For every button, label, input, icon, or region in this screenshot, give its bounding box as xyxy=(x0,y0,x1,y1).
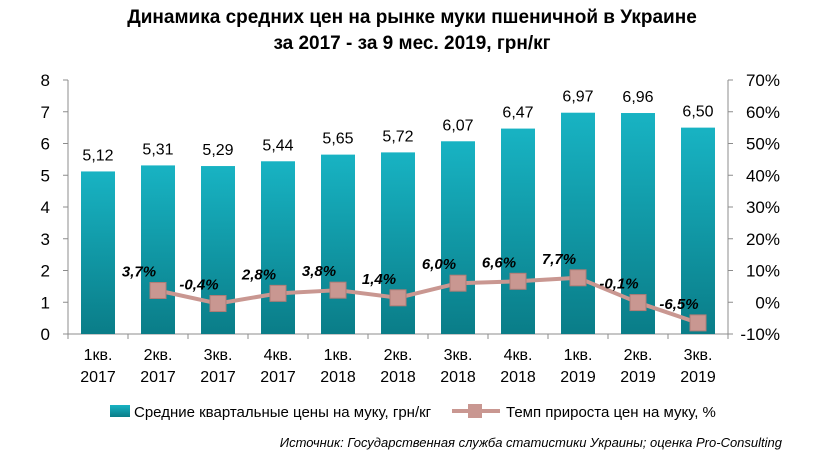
growth-rate-marker xyxy=(389,289,407,307)
left-axis-tick-label: 0 xyxy=(41,325,50,344)
x-axis-category-label: 2кв. xyxy=(624,347,653,364)
x-axis-category-label: 1кв. xyxy=(324,347,353,364)
right-axis-tick-label: 40% xyxy=(746,166,780,185)
growth-rate-data-label: 6,6% xyxy=(482,254,516,271)
right-axis-tick-label: 0% xyxy=(755,293,780,312)
price-bar-value-label: 5,65 xyxy=(322,131,353,148)
growth-rate-data-label: -0,4% xyxy=(179,277,218,294)
right-axis-tick-label: 10% xyxy=(746,262,780,281)
price-bar xyxy=(321,154,355,334)
right-axis-tick-label: 50% xyxy=(746,135,780,154)
legend-bar-swatch xyxy=(110,405,130,417)
growth-rate-data-label: -6,5% xyxy=(659,296,698,313)
price-bar xyxy=(441,141,475,334)
chart-title-line-1: Динамика средних цен на рынке муки пшени… xyxy=(127,7,697,28)
left-axis-tick-label: 2 xyxy=(41,262,50,281)
x-axis-category-year: 2018 xyxy=(320,369,356,386)
growth-rate-marker xyxy=(629,294,647,312)
growth-rate-data-label: 7,7% xyxy=(542,251,576,268)
x-axis-category-year: 2019 xyxy=(680,369,716,386)
price-bar-value-label: 6,97 xyxy=(562,89,593,106)
right-axis-tick-label: 60% xyxy=(746,103,780,122)
price-bar-value-label: 5,44 xyxy=(262,137,293,154)
left-axis-tick-label: 6 xyxy=(41,135,50,154)
x-axis-category-year: 2019 xyxy=(620,369,656,386)
growth-rate-data-label: 3,8% xyxy=(302,263,336,280)
legend-line-marker xyxy=(468,404,482,418)
x-axis-category-label: 2кв. xyxy=(144,347,173,364)
x-axis-category-label: 4кв. xyxy=(504,347,533,364)
price-bar-value-label: 5,72 xyxy=(382,128,413,145)
left-axis-tick-label: 8 xyxy=(41,71,50,90)
x-axis-category-label: 4кв. xyxy=(264,347,293,364)
x-axis-category-year: 2018 xyxy=(500,369,536,386)
price-bar xyxy=(561,112,595,334)
price-bar xyxy=(681,127,715,334)
left-axis-tick-label: 7 xyxy=(41,103,50,122)
source-note: Источник: Государственная служба статист… xyxy=(279,435,782,450)
growth-rate-marker xyxy=(329,281,347,299)
x-axis-category-year: 2018 xyxy=(440,369,476,386)
growth-rate-marker xyxy=(509,272,527,290)
growth-rate-line xyxy=(157,275,699,325)
growth-rate-data-label: 1,4% xyxy=(362,271,396,288)
legend-bar-label: Средние квартальные цены на муку, грн/кг xyxy=(134,404,432,421)
left-axis-tick-label: 4 xyxy=(41,198,50,217)
x-axis-category-label: 1кв. xyxy=(564,347,593,364)
x-axis-category-label: 3кв. xyxy=(204,347,233,364)
price-bar-value-label: 6,96 xyxy=(622,89,653,106)
price-bar xyxy=(261,161,295,334)
left-axis-tick-label: 3 xyxy=(41,230,50,249)
growth-rate-marker xyxy=(569,269,587,287)
price-bar-value-label: 6,50 xyxy=(682,104,713,121)
x-axis-category-year: 2017 xyxy=(140,369,176,386)
growth-rate-marker xyxy=(689,314,707,332)
growth-rate-data-label: 2,8% xyxy=(241,266,276,283)
growth-rate-marker xyxy=(449,274,467,292)
right-axis-tick-label: 30% xyxy=(746,198,780,217)
x-axis-category-label: 1кв. xyxy=(84,347,113,364)
legend-line-label: Темп прироста цен на муку, % xyxy=(506,404,716,421)
right-axis-tick-label: -10% xyxy=(740,325,780,344)
price-bar xyxy=(81,171,115,334)
price-bar-value-label: 5,12 xyxy=(82,147,113,164)
growth-rate-marker xyxy=(149,282,167,300)
x-axis-category-label: 3кв. xyxy=(444,347,473,364)
right-axis-tick-label: 20% xyxy=(746,230,780,249)
growth-rate-data-label: 6,0% xyxy=(422,256,456,273)
growth-rate-marker xyxy=(269,284,287,302)
left-axis-tick-label: 5 xyxy=(41,166,50,185)
price-bar xyxy=(141,165,175,334)
price-bar-value-label: 5,31 xyxy=(142,141,173,158)
x-axis-category-label: 3кв. xyxy=(684,347,713,364)
price-bar xyxy=(381,152,415,334)
x-axis-category-label: 2кв. xyxy=(384,347,413,364)
x-axis-category-year: 2017 xyxy=(200,369,236,386)
x-axis-category-year: 2018 xyxy=(380,369,416,386)
x-axis-category-year: 2017 xyxy=(80,369,116,386)
chart-title-line-2: за 2017 - за 9 мес. 2019, грн/кг xyxy=(273,33,551,54)
price-bar-value-label: 6,47 xyxy=(502,105,533,122)
growth-rate-data-label: -0,1% xyxy=(599,276,638,293)
x-axis-category-year: 2017 xyxy=(260,369,296,386)
price-bar xyxy=(501,128,535,334)
left-axis-tick-label: 1 xyxy=(41,293,50,312)
price-bar-value-label: 6,07 xyxy=(442,117,473,134)
growth-rate-marker xyxy=(209,295,227,313)
x-axis-category-year: 2019 xyxy=(560,369,596,386)
right-axis-tick-label: 70% xyxy=(746,71,780,90)
price-bar-value-label: 5,29 xyxy=(202,142,233,159)
growth-rate-data-label: 3,7% xyxy=(122,264,156,281)
